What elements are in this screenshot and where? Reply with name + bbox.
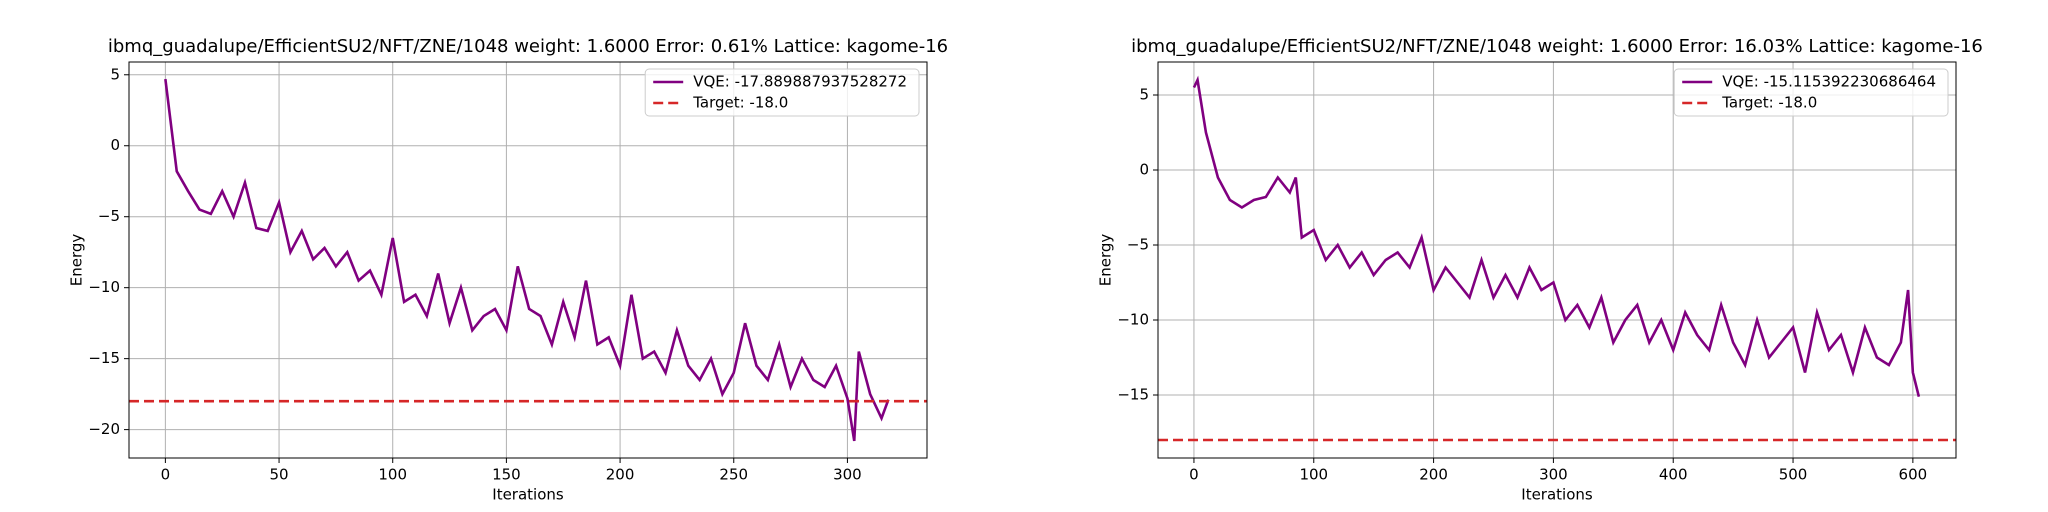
x-tick-label: 500 [1779, 466, 1808, 484]
x-axis-label: Iterations [1521, 486, 1593, 504]
x-tick-label: 0 [161, 466, 171, 484]
x-tick-label: 300 [1539, 466, 1568, 484]
y-tick-label: 5 [110, 65, 120, 83]
y-tick-label: −10 [1117, 311, 1149, 329]
chart-title: ibmq_guadalupe/EfficientSU2/NFT/ZNE/1048… [108, 36, 948, 57]
x-tick-label: 50 [270, 466, 289, 484]
legend: VQE: -17.889887937528272 Target: -18.0 [644, 68, 920, 117]
legend: VQE: -15.115392230686464 Target: -18.0 [1673, 68, 1949, 117]
x-tick-label: 0 [1189, 466, 1199, 484]
legend-box [644, 68, 920, 117]
y-tick-label: 0 [110, 136, 120, 154]
x-tick-label: 200 [606, 466, 635, 484]
legend-label: VQE: -17.889887937528272 [693, 73, 907, 91]
legend-box [1673, 68, 1949, 117]
y-axis-label: Energy [68, 234, 86, 287]
legend-label: VQE: -15.115392230686464 [1722, 73, 1936, 91]
y-tick-label: 0 [1139, 161, 1149, 179]
legend-label: Target: -18.0 [1721, 94, 1817, 112]
x-axis-label: Iterations [492, 486, 564, 504]
chart-title: ibmq_guadalupe/EfficientSU2/NFT/ZNE/1048… [1131, 36, 1983, 57]
y-tick-label: −15 [1117, 386, 1149, 404]
x-tick-label: 200 [1419, 466, 1448, 484]
x-tick-label: 300 [833, 466, 862, 484]
x-tick-label: 100 [1299, 466, 1328, 484]
y-tick-label: −5 [1127, 236, 1149, 254]
vqe-line [1192, 75, 1921, 398]
y-tick-label: −20 [88, 420, 120, 438]
y-tick-label: −10 [88, 278, 120, 296]
axes-frame [1157, 61, 1957, 459]
y-axis-label: Energy [1097, 234, 1115, 287]
vqe-line [164, 78, 890, 442]
x-tick-label: 250 [719, 466, 748, 484]
y-tick-label: −5 [98, 207, 120, 225]
y-tick-label: 5 [1139, 86, 1149, 104]
y-tick-label: −15 [88, 349, 120, 367]
x-tick-label: 600 [1899, 466, 1928, 484]
x-tick-label: 400 [1659, 466, 1688, 484]
axes-frame [128, 61, 928, 459]
legend-label: Target: -18.0 [692, 94, 788, 112]
x-tick-label: 100 [378, 466, 407, 484]
x-tick-label: 150 [492, 466, 521, 484]
